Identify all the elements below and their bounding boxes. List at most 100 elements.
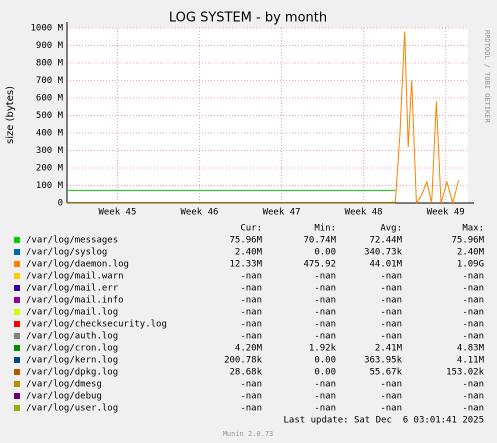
legend-stat: -nan xyxy=(240,284,262,294)
side-note: RRDTOOL / TOBI OETIKER xyxy=(483,30,491,124)
legend-stat: -nan xyxy=(380,392,402,402)
legend-stat: -nan xyxy=(380,284,402,294)
x-tick-label: Week 49 xyxy=(427,208,465,218)
legend-stat: 44.01M xyxy=(369,260,402,270)
legend-stat: 0.00 xyxy=(314,356,336,366)
legend-swatch xyxy=(14,261,20,267)
legend-label: /var/log/kern.log xyxy=(26,356,118,366)
legend-stat: -nan xyxy=(380,332,402,342)
legend-stat: 1.92k xyxy=(309,344,337,354)
legend-stat: 4.83M xyxy=(457,344,485,354)
legend-header: Max: xyxy=(462,224,484,234)
x-tick-label: Week 46 xyxy=(181,208,219,218)
legend-stat: -nan xyxy=(314,392,336,402)
chart-title: LOG SYSTEM - by month xyxy=(169,11,327,26)
legend-swatch xyxy=(14,393,20,399)
legend-label: /var/log/dpkg.log xyxy=(26,368,118,378)
legend-stat: -nan xyxy=(240,296,262,306)
legend-label: /var/log/checksecurity.log xyxy=(26,320,167,330)
legend-label: /var/log/dmesg xyxy=(26,380,102,390)
legend-stat: -nan xyxy=(240,308,262,318)
legend-stat: -nan xyxy=(462,392,484,402)
y-tick-label: 800 M xyxy=(36,59,64,69)
y-tick-label: 1000 M xyxy=(30,24,63,34)
legend-stat: -nan xyxy=(314,296,336,306)
legend-label: /var/log/user.log xyxy=(26,404,118,414)
legend-stat: 72.44M xyxy=(369,236,402,246)
legend-stat: 0.00 xyxy=(314,368,336,378)
legend-label: /var/log/syslog xyxy=(26,248,107,258)
legend-swatch xyxy=(14,333,20,339)
legend-stat: 0.00 xyxy=(314,248,336,258)
legend-stat: 2.40M xyxy=(235,248,263,258)
legend-swatch xyxy=(14,381,20,387)
legend-label: /var/log/mail.err xyxy=(26,284,119,294)
legend-stat: -nan xyxy=(314,332,336,342)
legend-stat: 4.11M xyxy=(457,356,485,366)
legend-swatch xyxy=(14,357,20,363)
legend-stat: 75.96M xyxy=(229,236,262,246)
legend-stat: 153.02k xyxy=(446,368,485,378)
legend-label: /var/log/debug xyxy=(26,392,102,402)
legend-stat: -nan xyxy=(240,332,262,342)
legend-swatch xyxy=(14,345,20,351)
legend-header: Avg: xyxy=(380,224,402,234)
legend-stat: -nan xyxy=(314,380,336,390)
legend-swatch xyxy=(14,273,20,279)
legend-label: /var/log/daemon.log xyxy=(26,260,129,270)
legend-header: Cur: xyxy=(240,224,262,234)
legend-stat: 363.95k xyxy=(364,356,403,366)
legend-label: /var/log/cron.log xyxy=(26,344,118,354)
legend-header: Min: xyxy=(314,224,336,234)
legend-stat: 75.96M xyxy=(451,236,484,246)
legend-stat: 475.92 xyxy=(303,260,336,270)
legend-stat: -nan xyxy=(314,320,336,330)
legend-swatch xyxy=(14,405,20,411)
y-tick-label: 300 M xyxy=(36,146,64,156)
legend-stat: -nan xyxy=(380,320,402,330)
y-tick-label: 700 M xyxy=(36,76,64,86)
y-tick-label: 600 M xyxy=(36,94,64,104)
legend-stat: -nan xyxy=(462,320,484,330)
y-tick-label: 900 M xyxy=(36,41,64,51)
legend-stat: -nan xyxy=(380,272,402,282)
legend-stat: -nan xyxy=(240,404,262,414)
legend-swatch xyxy=(14,249,20,255)
legend-stat: -nan xyxy=(314,308,336,318)
legend-stat: 340.73k xyxy=(364,248,403,258)
y-tick-label: 400 M xyxy=(36,129,64,139)
legend-swatch xyxy=(14,285,20,291)
legend-stat: 12.33M xyxy=(229,260,262,270)
legend-stat: -nan xyxy=(380,380,402,390)
y-tick-label: 500 M xyxy=(36,111,64,121)
x-tick-label: Week 48 xyxy=(345,208,383,218)
y-tick-label: 0 xyxy=(58,199,63,209)
legend-stat: -nan xyxy=(314,404,336,414)
legend-stat: 55.67k xyxy=(369,368,402,378)
legend-stat: 1.09G xyxy=(457,260,484,270)
x-tick-label: Week 45 xyxy=(98,208,136,218)
legend-label: /var/log/mail.info xyxy=(26,296,124,306)
y-axis-label: size (bytes) xyxy=(5,86,16,144)
footer: Munin 2.0.73 xyxy=(223,430,274,438)
y-tick-label: 200 M xyxy=(36,164,64,174)
legend-swatch xyxy=(14,237,20,243)
x-tick-label: Week 47 xyxy=(263,208,301,218)
legend-stat: -nan xyxy=(380,296,402,306)
legend-swatch xyxy=(14,309,20,315)
legend-stat: 70.74M xyxy=(303,236,336,246)
legend-swatch xyxy=(14,321,20,327)
legend-stat: -nan xyxy=(462,404,484,414)
legend-stat: -nan xyxy=(462,296,484,306)
legend-stat: -nan xyxy=(462,332,484,342)
legend-stat: 2.41M xyxy=(375,344,403,354)
last-update: Last update: Sat Dec 6 03:01:41 2025 xyxy=(284,416,484,426)
legend-label: /var/log/auth.log xyxy=(26,332,118,342)
legend-stat: -nan xyxy=(380,404,402,414)
legend-swatch xyxy=(14,297,20,303)
legend-label: /var/log/mail.warn xyxy=(26,272,124,282)
legend-stat: -nan xyxy=(462,272,484,282)
y-tick-label: 100 M xyxy=(36,181,64,191)
legend-stat: -nan xyxy=(240,392,262,402)
